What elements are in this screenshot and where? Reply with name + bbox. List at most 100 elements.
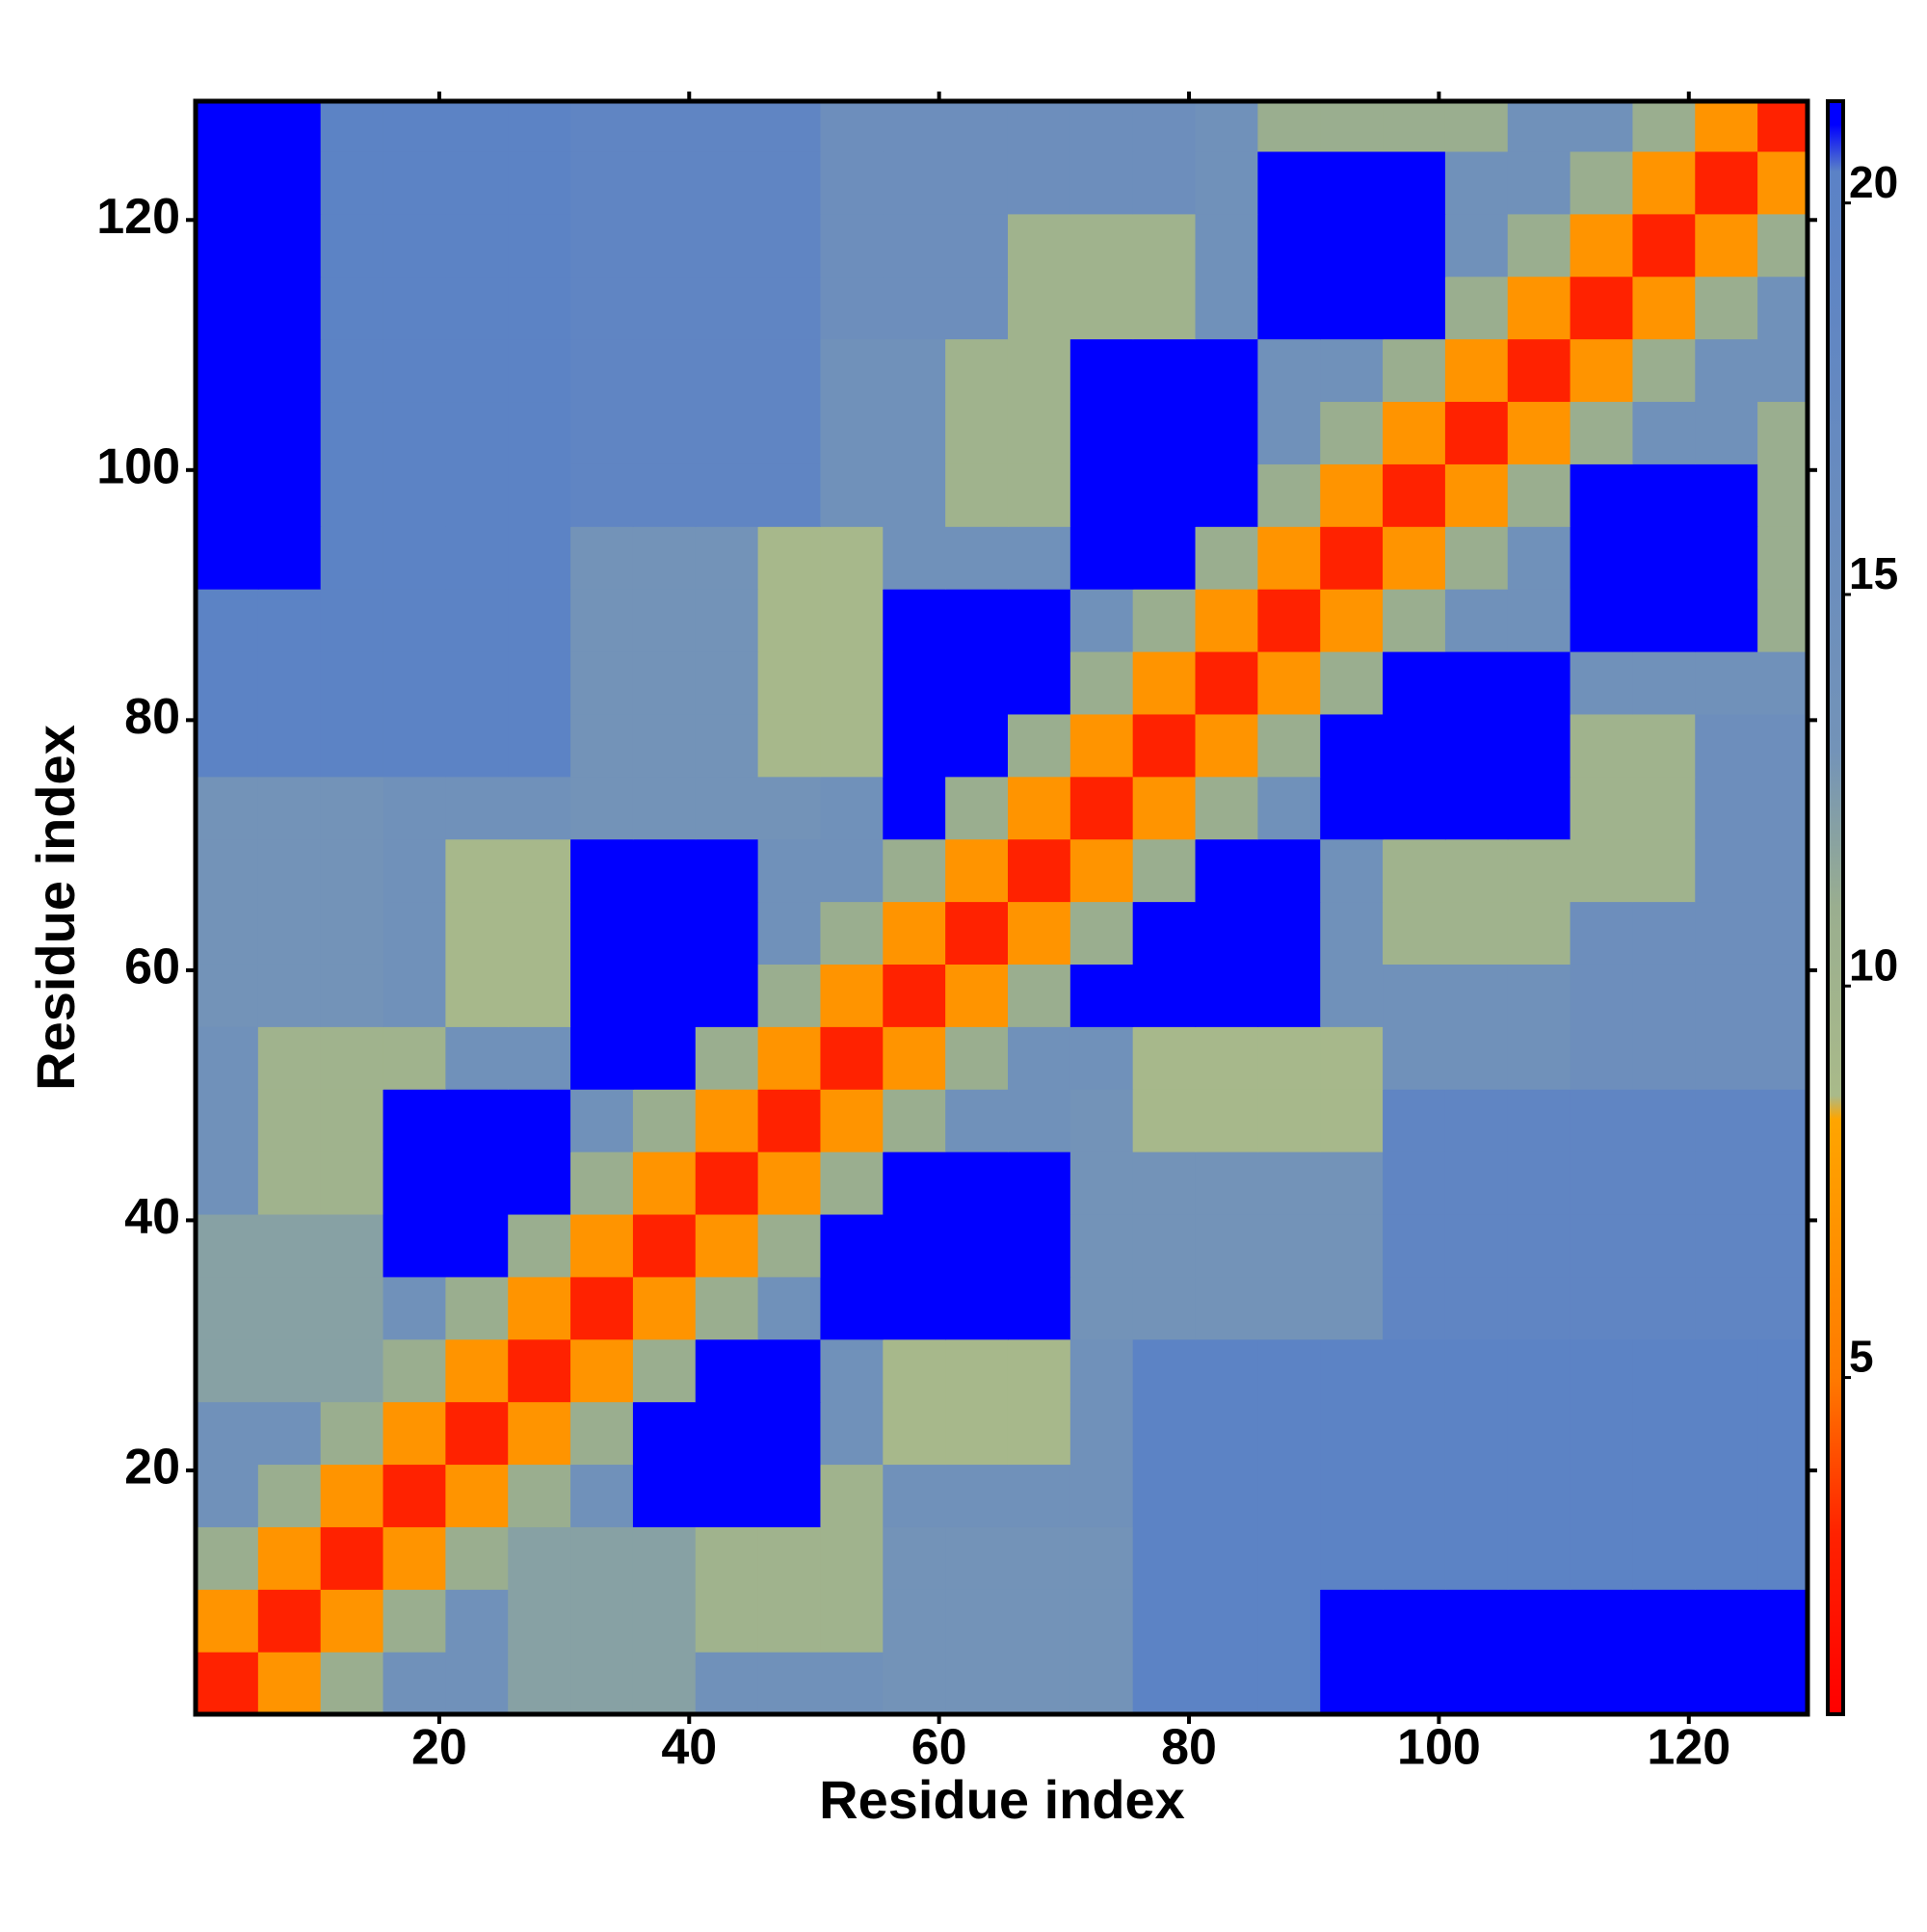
heatmap-cell (820, 964, 884, 1027)
heatmap-cell (383, 338, 446, 403)
heatmap-cell (1257, 1401, 1321, 1466)
heatmap-cell (1507, 1464, 1571, 1527)
heatmap-cell (1383, 776, 1446, 840)
heatmap-cell (1069, 776, 1134, 840)
heatmap-cell (1570, 150, 1634, 215)
heatmap-cell (945, 1464, 1009, 1527)
heatmap-cell (383, 1213, 446, 1278)
heatmap-cell (508, 1026, 571, 1090)
heatmap-cell (508, 650, 571, 715)
heatmap-cell (1195, 964, 1258, 1027)
y-axis-title: Residue index (25, 725, 86, 1091)
heatmap-cell (257, 1464, 322, 1527)
heatmap-cell (1069, 1589, 1134, 1653)
heatmap-cell (508, 526, 571, 590)
heatmap-cell (1320, 401, 1384, 464)
heatmap-cell (820, 1089, 884, 1152)
heatmap-cell (445, 213, 509, 278)
heatmap-cell (1570, 1276, 1634, 1340)
heatmap-cell (383, 1338, 446, 1403)
heatmap-cell (1132, 463, 1197, 527)
heatmap-cell (945, 964, 1009, 1027)
heatmap-cell (320, 526, 384, 590)
heatmap-cell (757, 838, 822, 903)
heatmap-cell (1069, 1338, 1134, 1403)
heatmap-cell (1195, 650, 1258, 715)
heatmap-cell (1132, 150, 1197, 215)
heatmap-cell (257, 1401, 322, 1466)
heatmap-cell (1632, 901, 1696, 965)
heatmap-cell (1069, 276, 1134, 340)
heatmap-cell (632, 776, 697, 840)
heatmap-cell (1570, 1026, 1634, 1090)
heatmap-cell (1383, 1589, 1446, 1653)
heatmap-cell (1695, 1276, 1758, 1340)
heatmap-cell (1383, 1026, 1446, 1090)
x-tick-label: 60 (911, 1720, 967, 1776)
heatmap-cell (1257, 713, 1321, 778)
heatmap-cell (757, 1526, 822, 1590)
heatmap-cell (570, 1026, 634, 1090)
heatmap-cell (1444, 1464, 1509, 1527)
heatmap-cell (695, 1213, 759, 1278)
heatmap-cell (1132, 1089, 1197, 1152)
heatmap-cell (1570, 1338, 1634, 1403)
heatmap-cell (945, 526, 1009, 590)
heatmap-cell (945, 776, 1009, 840)
heatmap-cell (445, 901, 509, 965)
heatmap-cell (632, 1151, 697, 1215)
heatmap-cell (757, 1589, 822, 1653)
heatmap-cell (383, 589, 446, 652)
heatmap-cell (508, 713, 571, 778)
heatmap-cell (1257, 901, 1321, 965)
heatmap-cell (1757, 1401, 1808, 1466)
heatmap-cell (1257, 1026, 1321, 1090)
heatmap-cell (445, 101, 509, 152)
heatmap-cell (196, 526, 259, 590)
heatmap-cell (1069, 101, 1134, 152)
heatmap-cell (445, 1401, 509, 1466)
heatmap-cell (1132, 1589, 1197, 1653)
heatmap-cell (1132, 101, 1197, 152)
heatmap-cell (820, 1276, 884, 1340)
heatmap-cell (1007, 650, 1071, 715)
heatmap-cell (1570, 776, 1634, 840)
heatmap-cell (695, 1151, 759, 1215)
heatmap-cell (1069, 150, 1134, 215)
heatmap-cell (383, 1276, 446, 1340)
heatmap-cell (1320, 338, 1384, 403)
heatmap-cell (820, 1026, 884, 1090)
heatmap-cell (196, 463, 259, 527)
heatmap-cell (1632, 101, 1696, 152)
heatmap-cell (1570, 901, 1634, 965)
heatmap-cell (1507, 838, 1571, 903)
heatmap-cell (632, 1026, 697, 1090)
heatmap-cell (1132, 213, 1197, 278)
heatmap-cell (570, 1213, 634, 1278)
heatmap-cell (1195, 1213, 1258, 1278)
heatmap-cell (570, 276, 634, 340)
heatmap-cell (820, 401, 884, 464)
heatmap-cell (570, 589, 634, 652)
heatmap-cell (1570, 463, 1634, 527)
heatmap-cell (695, 1464, 759, 1527)
heatmap-cell (757, 1401, 822, 1466)
heatmap-cell (695, 1401, 759, 1466)
heatmap-cell (1507, 401, 1571, 464)
heatmap-cell (1195, 401, 1258, 464)
heatmap-cell (757, 1151, 822, 1215)
heatmap-cell (883, 1151, 946, 1215)
plot-frame (193, 98, 1810, 1717)
heatmap-cell (1320, 1089, 1384, 1152)
heatmap-cell (1632, 838, 1696, 903)
heatmap-cell (1257, 1526, 1321, 1590)
heatmap-cell (196, 1401, 259, 1466)
heatmap-cell (1069, 463, 1134, 527)
heatmap-cell (757, 589, 822, 652)
heatmap-cell (196, 1151, 259, 1215)
heatmap-cell (1507, 463, 1571, 527)
heatmap-cell (883, 1589, 946, 1653)
heatmap-cell (383, 964, 446, 1027)
heatmap-cell (757, 150, 822, 215)
heatmap-cell (1320, 150, 1384, 215)
